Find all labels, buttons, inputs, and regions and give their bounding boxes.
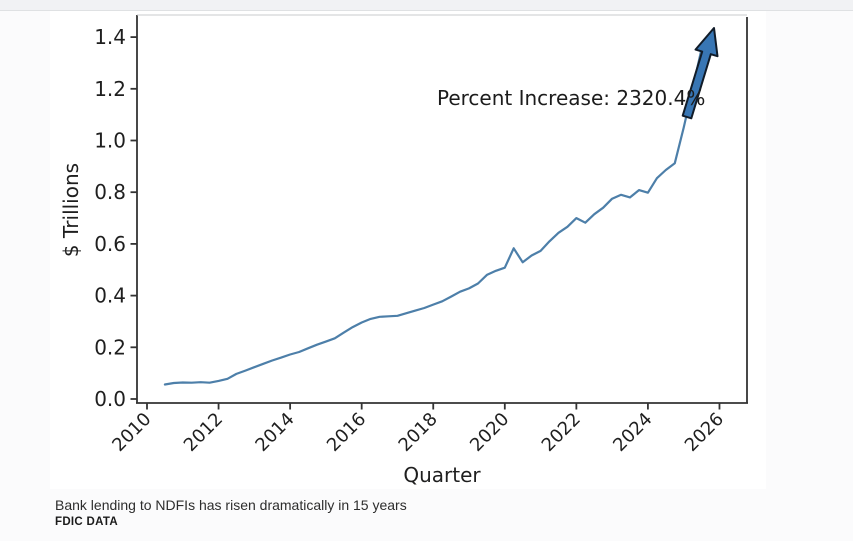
x-tick-label: 2024 bbox=[609, 409, 656, 456]
x-tick-label: 2014 bbox=[251, 409, 298, 456]
y-axis-title: $ Trillions bbox=[59, 162, 83, 258]
trend-arrow bbox=[681, 27, 719, 120]
y-tick-label: 0.0 bbox=[94, 387, 126, 411]
page-top-edge bbox=[0, 0, 853, 11]
x-tick-label: 2022 bbox=[538, 409, 585, 456]
x-tick-label: 2026 bbox=[681, 409, 728, 456]
y-tick-label: 0.8 bbox=[94, 180, 126, 204]
x-axis-title: Quarter bbox=[403, 463, 481, 487]
chart-figure bbox=[50, 11, 766, 489]
percent-increase-annotation: Percent Increase: 2320.4% bbox=[437, 86, 706, 110]
y-tick-label: 0.2 bbox=[94, 335, 126, 359]
x-tick-label: 2016 bbox=[323, 409, 370, 456]
caption-headline: Bank lending to NDFIs has risen dramatic… bbox=[55, 497, 407, 513]
x-tick-label: 2010 bbox=[108, 409, 155, 456]
y-tick-label: 1.2 bbox=[94, 77, 126, 101]
y-tick-label: 0.4 bbox=[94, 284, 126, 308]
x-tick-label: 2020 bbox=[466, 409, 513, 456]
data-series-line bbox=[163, 47, 703, 386]
y-tick-label: 1.4 bbox=[94, 25, 126, 49]
caption-source: FDIC DATA bbox=[55, 516, 118, 528]
x-tick-label: 2018 bbox=[395, 409, 442, 456]
y-tick-label: 0.6 bbox=[94, 232, 126, 256]
x-tick-label: 2012 bbox=[180, 409, 227, 456]
y-tick-label: 1.0 bbox=[94, 129, 126, 153]
